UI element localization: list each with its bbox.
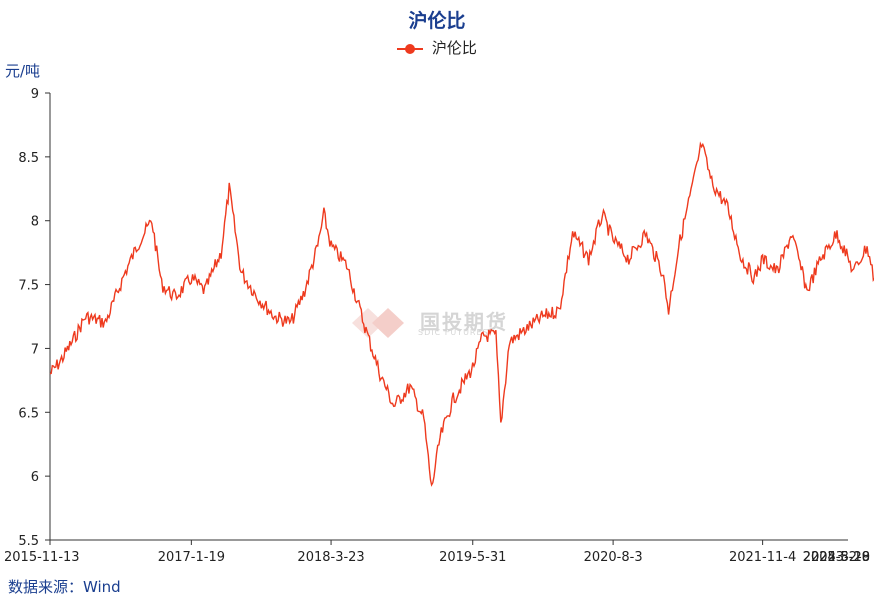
y-tick-label: 7.5	[18, 279, 39, 294]
chart-title: 沪伦比	[408, 10, 466, 32]
axes	[49, 93, 848, 541]
x-tick-label: 2021-11-4	[729, 550, 796, 565]
x-tick-label: 2025-8-18	[803, 550, 870, 565]
legend-label: 沪伦比	[431, 39, 477, 57]
y-tick-label: 9	[31, 87, 39, 102]
x-tick-label: 2017-1-19	[158, 550, 225, 565]
watermark-en: SDIC FUTURES	[418, 328, 489, 337]
x-tick-label: 2023-2-9	[811, 550, 870, 565]
y-axis-unit: 元/吨	[5, 62, 41, 80]
y-tick-label: 6	[31, 470, 39, 485]
legend: 沪伦比	[0, 37, 874, 58]
source-note: 数据来源：Wind	[8, 578, 121, 596]
x-tick-label: 2019-5-31	[439, 550, 506, 565]
y-tick-label: 8	[31, 215, 39, 230]
x-tick-label: 2020-8-3	[584, 550, 643, 565]
x-tick-label: 2024-5-20	[803, 550, 870, 565]
y-tick-label: 6.5	[18, 406, 39, 421]
x-tick-label: 2015-11-13	[4, 550, 80, 565]
x-tick-label: 2018-3-23	[297, 550, 364, 565]
y-tick-label: 7	[31, 342, 39, 357]
legend-marker-icon	[397, 43, 424, 55]
y-tick-label: 5.5	[18, 534, 39, 549]
x-axis-ticks: 2015-11-13 2017-1-19 2018-3-23 2019-5-31 202…	[4, 540, 870, 565]
y-axis-ticks: 9 8.5 8 7.5 7 6.5 6 5.5	[18, 87, 50, 549]
y-tick-label: 8.5	[18, 151, 39, 166]
watermark-logo-icon	[352, 308, 404, 338]
series-line-沪伦比	[49, 141, 874, 487]
